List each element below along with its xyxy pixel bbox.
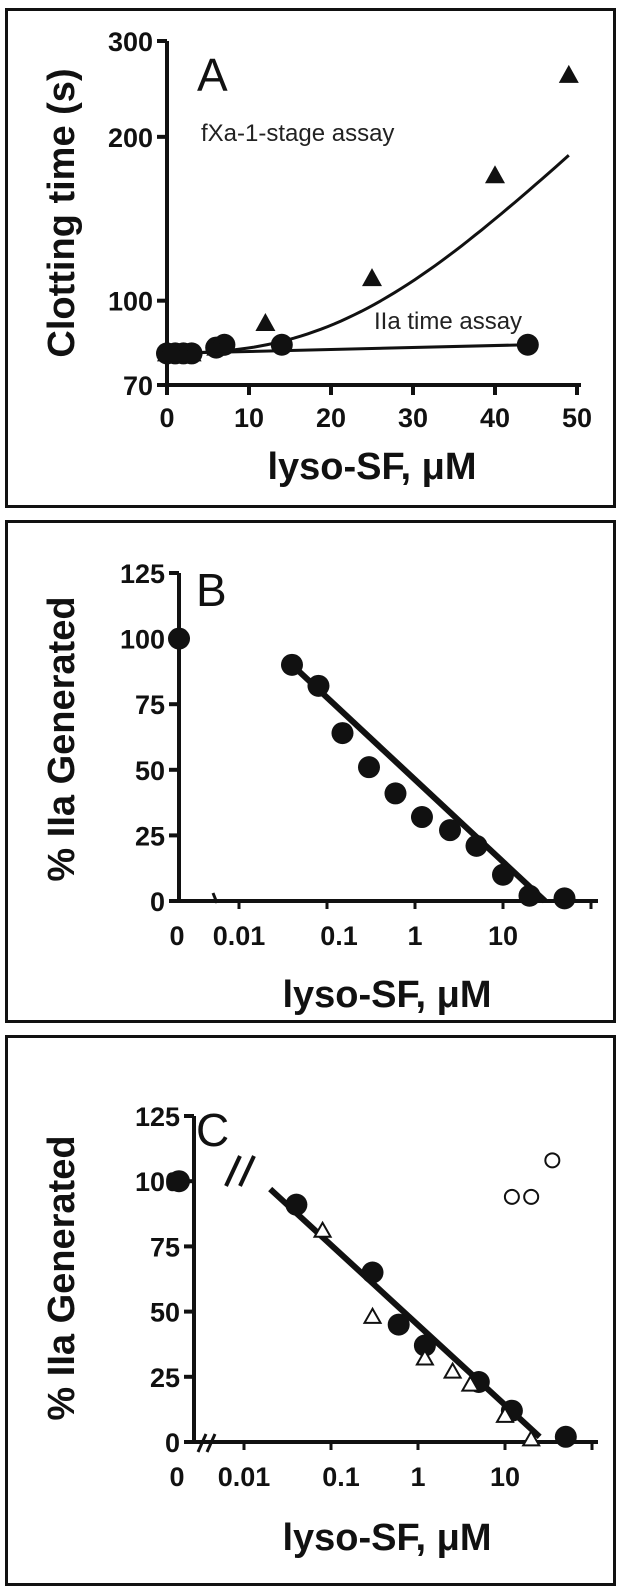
data-point-circle	[439, 819, 462, 842]
axis-break-mark	[205, 1433, 217, 1453]
panel-c: 0 25 50 75 100 125 0 0.01 0.1 1 10% IIa Generated l…	[5, 1035, 616, 1586]
panel-b: 0 25 50 75 100 125 0 0.01 0.1 1 10 % IIa Generated l…	[5, 520, 616, 1023]
y-tick-label: 200	[108, 123, 153, 153]
x-tick-label: 0.1	[322, 1462, 360, 1492]
data-point-circle	[280, 653, 303, 676]
x-tick-label: 10	[490, 1462, 520, 1492]
data-point-open-triangle	[312, 1220, 333, 1238]
axis-mark	[211, 892, 219, 904]
fit-line	[289, 662, 548, 904]
y-tick-label: 125	[135, 1102, 180, 1132]
y-tick-label: 0	[150, 887, 165, 917]
data-point-iia	[270, 333, 293, 356]
data-point-circle	[554, 1425, 577, 1448]
data-point-open-triangle	[442, 1361, 463, 1379]
y-tick-label: 70	[123, 371, 153, 401]
data-point-fxa	[362, 268, 382, 287]
y-tick-label: 125	[120, 559, 165, 589]
data-point-circle	[465, 834, 488, 857]
x-tick-label: 10	[234, 403, 264, 433]
data-point-open-circle	[503, 1188, 520, 1205]
x-tick-label: 0	[169, 1462, 184, 1492]
x-axis-title: lyso-SF, μM	[282, 1517, 491, 1559]
x-axis-title: lyso-SF, μM	[282, 974, 491, 1016]
data-point-open-triangle	[362, 1306, 383, 1324]
x-tick-label: 40	[480, 403, 510, 433]
data-point-circle	[492, 863, 514, 886]
data-point-open-triangle	[415, 1348, 435, 1366]
data-point-circle	[361, 1261, 384, 1284]
y-axis-title: % IIa Generated	[41, 1135, 83, 1420]
fit-line	[268, 1186, 542, 1439]
data-point-circle	[387, 1313, 410, 1336]
data-point-circle	[357, 756, 380, 779]
axis-break-mark	[238, 1155, 256, 1187]
data-point-circle	[413, 1334, 436, 1357]
data-point-circle	[410, 806, 433, 829]
x-tick-label: 0	[159, 403, 174, 433]
x-tick-label: 30	[398, 403, 428, 433]
axis-break-mark	[224, 1155, 242, 1187]
y-axis-title: Clotting time (s)	[41, 68, 83, 357]
data-point-iia	[516, 333, 539, 356]
data-point-circle	[168, 1170, 190, 1193]
y-tick-label: 50	[150, 1298, 180, 1328]
y-tick-label: 100	[120, 625, 165, 655]
x-tick-label: 1	[410, 1462, 425, 1492]
data-point-circle	[331, 722, 354, 745]
data-point-fxa	[255, 312, 276, 331]
data-point-open-triangle	[460, 1374, 481, 1392]
data-point-circle	[384, 782, 407, 805]
x-tick-label: 10	[488, 921, 518, 951]
annotation-fxa: fXa-1-stage assay	[201, 120, 394, 147]
annotation-iia: IIa time assay	[374, 308, 522, 335]
axis-break-mark	[196, 1433, 208, 1453]
y-tick-label: 75	[150, 1232, 180, 1262]
data-point-fxa	[181, 343, 202, 362]
panel-a: 70 100 200 300 0 10 20 30 40 50 Clotting time (s) l…	[5, 8, 616, 508]
data-point-open-triangle	[521, 1429, 541, 1447]
data-point-fxa	[485, 165, 505, 184]
x-tick-label: 20	[316, 403, 346, 433]
data-point-circle	[307, 674, 330, 697]
data-point-open-circle	[523, 1188, 540, 1205]
y-tick-label: 100	[108, 287, 153, 317]
x-tick-label: 0.1	[320, 921, 358, 951]
x-tick-label: 0.01	[218, 1462, 271, 1492]
data-point-fxa	[558, 64, 579, 83]
y-tick-label: 300	[108, 27, 153, 57]
data-point-fxa	[214, 334, 235, 353]
data-point-circle	[518, 884, 541, 907]
data-point-circle	[168, 627, 190, 650]
x-tick-label: 50	[562, 403, 592, 433]
chart-b: 0 25 50 75 100 125 0 0.01 0.1 1 10 % IIa Generated l…	[41, 559, 598, 1016]
y-tick-label: 0	[165, 1428, 180, 1458]
x-tick-label: 0	[169, 921, 184, 951]
panel-letter: B	[196, 564, 227, 616]
data-point-open-triangle	[495, 1405, 515, 1423]
data-point-circle	[553, 887, 576, 910]
x-axis-title: lyso-SF, μM	[267, 446, 476, 488]
y-axis-title: % IIa Generated	[41, 596, 83, 881]
y-tick-label: 50	[135, 756, 165, 786]
data-point-open-circle	[544, 1152, 561, 1169]
x-tick-label: 0.01	[213, 921, 266, 951]
y-tick-label: 25	[150, 1363, 180, 1393]
y-tick-label: 75	[135, 690, 165, 720]
x-tick-label: 1	[407, 921, 422, 951]
chart-a: 70 100 200 300 0 10 20 30 40 50 Clotting time (s) l…	[41, 27, 592, 488]
data-point-circle	[285, 1193, 308, 1216]
panel-letter: A	[197, 49, 228, 101]
panel-letter: C	[196, 1104, 229, 1156]
y-tick-label: 25	[135, 821, 165, 851]
